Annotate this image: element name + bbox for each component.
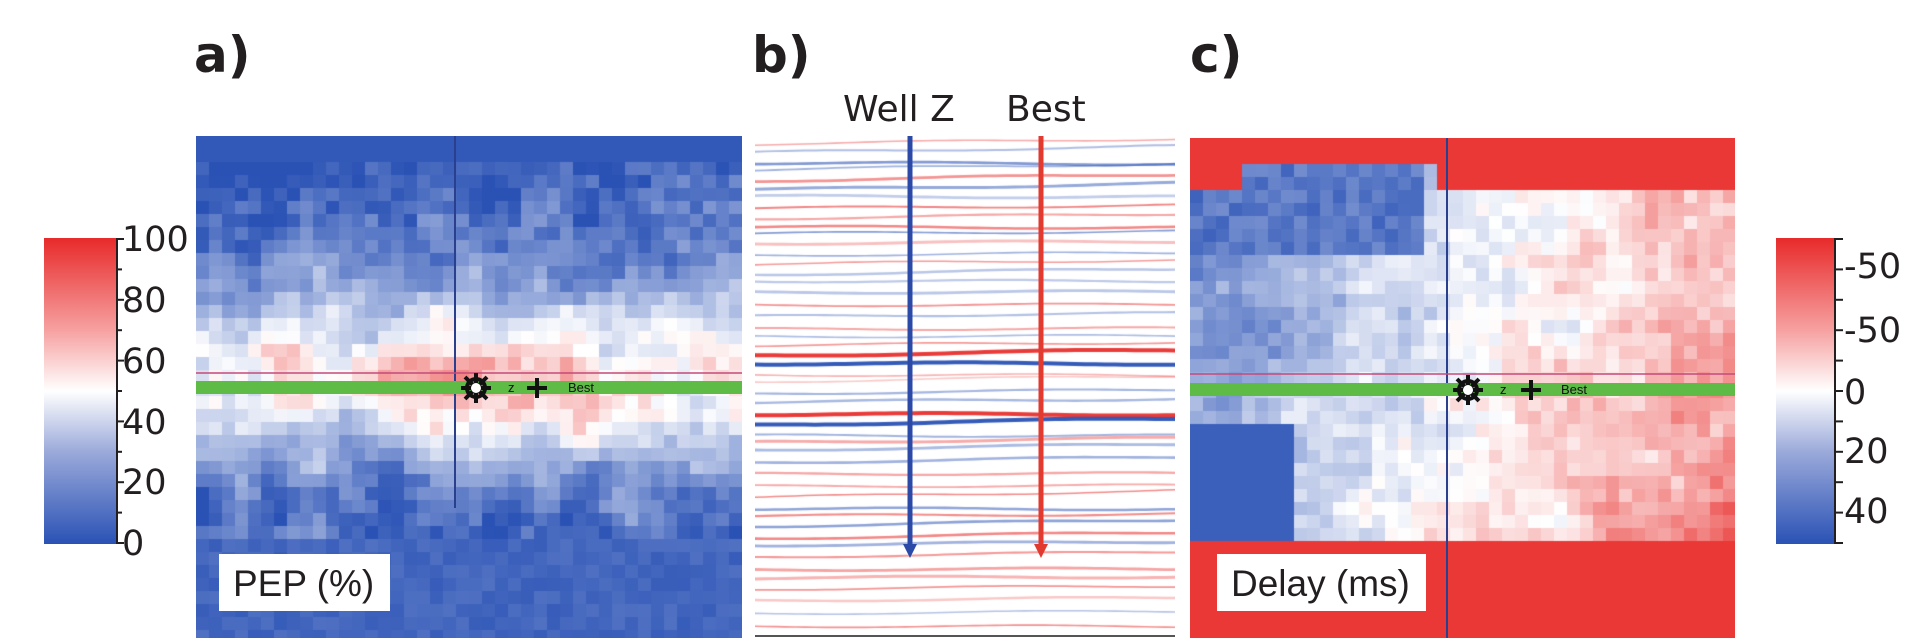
best-plus-icon (1521, 380, 1541, 400)
colorbar-right-tick: -50 (1844, 311, 1902, 351)
colorbar-left (44, 238, 124, 544)
best-marker-label: Best (568, 380, 595, 395)
colorbar-right-tick: 40 (1844, 492, 1889, 532)
best-trace (1034, 136, 1048, 558)
colorbar-right (1776, 238, 1843, 544)
colorbar-left-tick: 20 (122, 463, 167, 503)
colorbar-right-gradient (1776, 238, 1834, 544)
colorbar-right-axis (1834, 238, 1843, 544)
panel-b-letter: b) (752, 26, 811, 84)
pep-map: z Best PEP (%) (196, 136, 742, 638)
best-plus-icon (527, 378, 547, 398)
delay-map-overlay (1190, 138, 1735, 638)
pep-label: PEP (%) (219, 554, 391, 611)
colorbar-right-tick: 20 (1844, 432, 1889, 472)
best-marker-label: Best (1561, 382, 1588, 397)
colorbar-left-tick: 100 (122, 220, 189, 260)
seismic-canvas (755, 136, 1175, 638)
panel-c-letter: c) (1190, 26, 1243, 84)
colorbar-left-tick: 80 (122, 281, 167, 321)
panel-a-letter: a) (194, 26, 251, 84)
colorbar-left-tick: 0 (122, 524, 145, 564)
colorbar-left-tick: 40 (122, 403, 167, 443)
colorbar-left-gradient (44, 238, 116, 544)
colorbar-right-tick: -50 (1844, 247, 1902, 287)
well-z-trace (903, 136, 917, 558)
well-gear-icon (1453, 375, 1483, 405)
delay-label: Delay (ms) (1217, 554, 1426, 611)
colorbar-right-tick: 0 (1844, 373, 1867, 413)
seismic-overlay (755, 136, 1175, 637)
delay-map: z Best Delay (ms) (1190, 138, 1735, 638)
colorbar-left-axis (116, 238, 124, 544)
well-z-label: Well Z (843, 89, 955, 130)
well-marker-label: z (508, 380, 515, 395)
well-marker-label: z (1500, 382, 1507, 397)
best-label: Best (1006, 89, 1086, 130)
colorbar-left-tick: 60 (122, 342, 167, 382)
well-gear-icon (461, 373, 491, 403)
seismic-section (755, 136, 1175, 638)
pep-map-overlay (196, 136, 742, 508)
